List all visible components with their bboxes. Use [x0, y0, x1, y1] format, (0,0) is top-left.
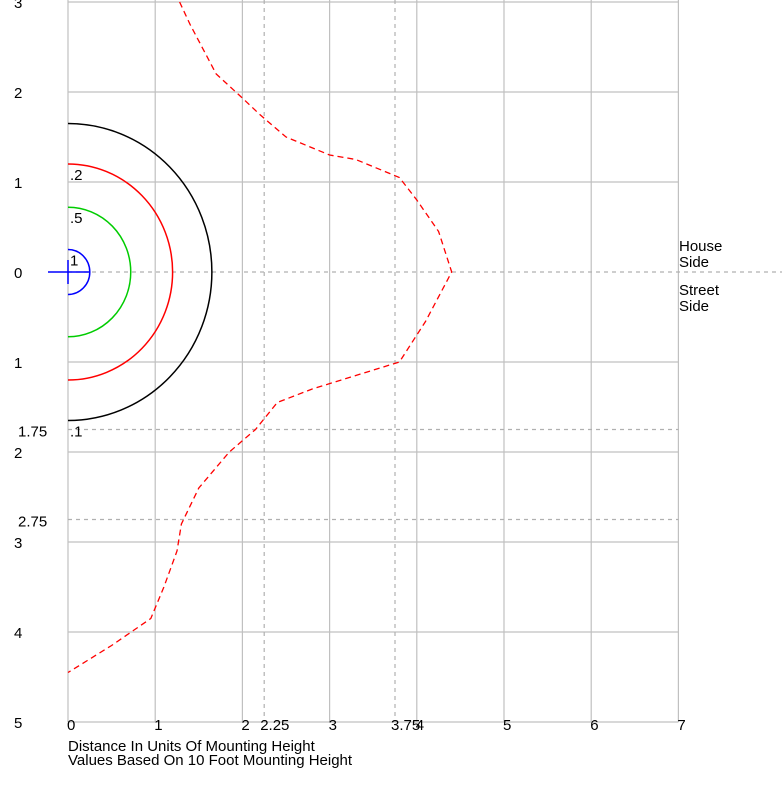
mounting-height-note: Values Based On 10 Foot Mounting Height	[68, 752, 353, 769]
x-tick-label: 7	[677, 717, 685, 734]
x-tick-label: 6	[590, 717, 598, 734]
side-label: Street	[679, 282, 720, 299]
x-axis-title: Distance In Units Of Mounting Height	[68, 738, 315, 755]
isolux-curve	[67, 122, 213, 422]
side-label: Side	[679, 298, 709, 315]
x-ref-label: 3.75	[391, 717, 420, 734]
side-label: House	[679, 238, 722, 255]
x-tick-label: 3	[329, 717, 337, 734]
y-tick-label: 2	[14, 445, 22, 462]
y-tick-label: 5	[14, 715, 22, 732]
isolux-curves: 1 .5 .2 .1	[48, 122, 213, 441]
y-ref-label: 1.75	[18, 424, 47, 441]
x-tick-label: 2	[241, 717, 249, 734]
y-ref-label: 2.75	[18, 514, 47, 531]
x-tick-label: 0	[67, 717, 75, 734]
chart-grid	[67, 0, 680, 723]
isolux-label: .2	[70, 167, 83, 184]
isolux-label: .5	[70, 210, 83, 227]
isolux-label: .1	[70, 424, 83, 441]
y-tick-label: 1	[14, 355, 22, 372]
x-tick-label: 4	[416, 717, 424, 734]
y-tick-label: 3	[14, 0, 22, 12]
y-tick-label: 2	[14, 85, 22, 102]
y-tick-label: 3	[14, 535, 22, 552]
max-candela-trace	[67, 1, 453, 674]
max-candela-line	[67, 1, 453, 674]
isolux-curve	[67, 163, 174, 381]
x-tick-label: 5	[503, 717, 511, 734]
reference-lines	[68, 0, 782, 722]
isolux-curve	[67, 206, 132, 338]
y-tick-label: 4	[14, 625, 22, 642]
x-ref-label: 2.25	[260, 717, 289, 734]
y-tick-label: 1	[14, 175, 22, 192]
isolux-label: 1	[70, 253, 78, 270]
x-tick-label: 1	[154, 717, 162, 734]
side-label: Side	[679, 254, 709, 271]
y-tick-label: 0	[14, 265, 22, 282]
